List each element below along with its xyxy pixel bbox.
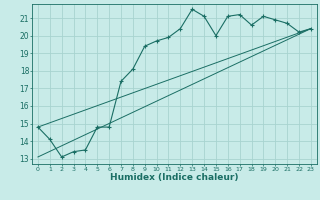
X-axis label: Humidex (Indice chaleur): Humidex (Indice chaleur) bbox=[110, 173, 239, 182]
